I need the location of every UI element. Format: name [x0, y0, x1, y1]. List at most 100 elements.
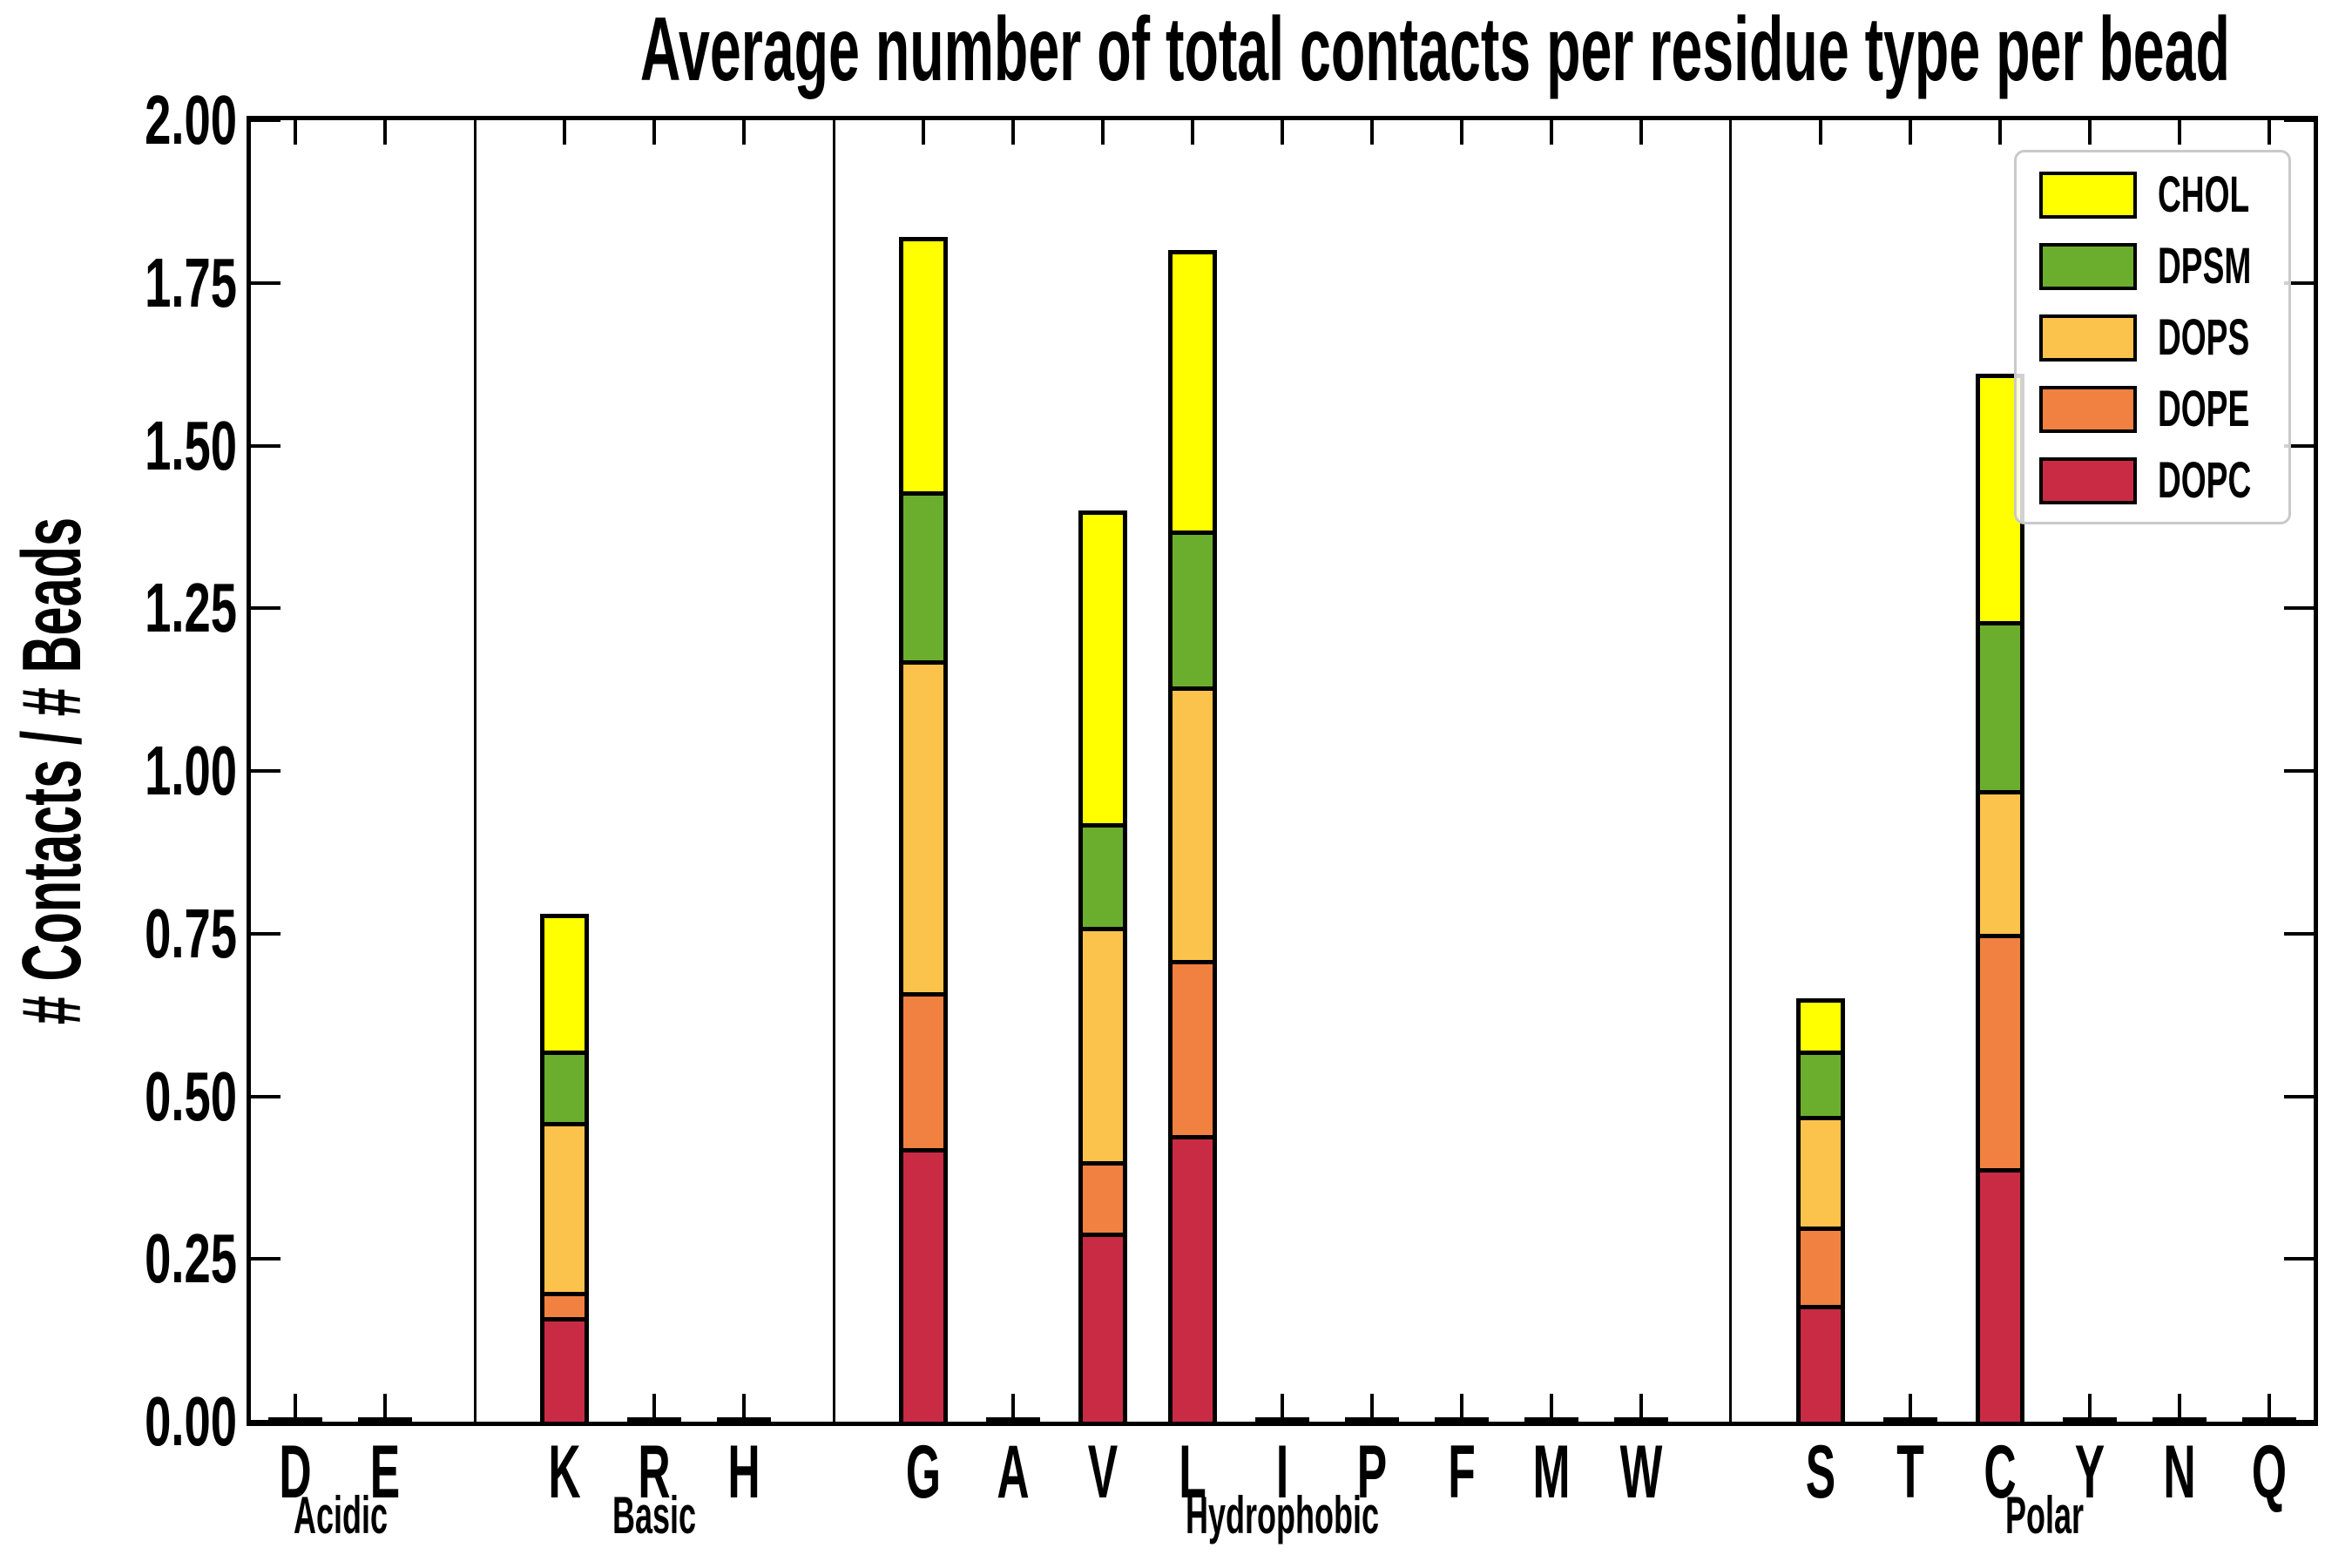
legend-label: DOPS: [2158, 309, 2250, 366]
bar-segment: [1795, 1226, 1845, 1305]
x-tick-label: C: [1984, 1430, 2017, 1514]
bar-segment: [1975, 621, 2024, 791]
bar-segment: [1168, 686, 1218, 960]
zero-bar: [1434, 1417, 1489, 1422]
legend: CHOL DPSM DOPS DOPE DOPC: [2014, 150, 2291, 524]
x-tick-mark: [2267, 120, 2271, 145]
y-tick-mark: [2284, 606, 2314, 611]
x-tick-mark: [1459, 120, 1463, 145]
zero-bar: [2152, 1417, 2207, 1422]
bar-segment: [540, 1122, 590, 1292]
y-tick-label: 1.00: [145, 732, 237, 809]
x-tick-mark: [294, 120, 298, 145]
y-tick-label: 0.25: [145, 1220, 237, 1298]
bar-segment: [1078, 1233, 1128, 1422]
x-tick-mark: [1639, 120, 1643, 145]
bar: [1078, 120, 1128, 1422]
bar-segment: [540, 914, 590, 1051]
bar: [1975, 120, 2024, 1422]
legend-label: DOPC: [2158, 452, 2252, 509]
zero-bar: [1524, 1417, 1578, 1422]
plot-area: CHOL DPSM DOPS DOPE DOPC: [247, 116, 2318, 1426]
x-tick-label: F: [1448, 1430, 1476, 1514]
legend-label: DOPE: [2158, 381, 2250, 437]
zero-bar: [717, 1417, 772, 1422]
y-tick-mark: [2284, 769, 2314, 773]
y-tick-mark: [251, 931, 280, 936]
bar-segment: [1795, 1051, 1845, 1116]
y-tick-mark: [251, 280, 280, 285]
x-tick-label: I: [1275, 1430, 1289, 1514]
zero-bar: [268, 1417, 323, 1422]
x-tick-mark: [1281, 120, 1284, 145]
x-tick-mark: [1549, 1394, 1553, 1422]
y-axis-label: # Contacts / # Beads: [5, 517, 98, 1025]
x-tick-label: P: [1356, 1430, 1388, 1514]
bar: [1168, 120, 1218, 1422]
x-tick-label: L: [1179, 1430, 1206, 1514]
y-tick-label: 1.50: [145, 406, 237, 484]
bar-segment: [1795, 1115, 1845, 1227]
zero-bar: [1882, 1417, 1937, 1422]
zero-bar: [1613, 1417, 1668, 1422]
group-label: Acidic: [293, 1486, 388, 1544]
x-tick-label: W: [1619, 1430, 1663, 1514]
bar-segment: [1975, 1167, 2024, 1422]
legend-swatch: [2039, 314, 2137, 362]
y-tick-mark: [2284, 1094, 2314, 1098]
x-tick-label: V: [1087, 1430, 1119, 1514]
zero-bar: [986, 1417, 1041, 1422]
x-tick-mark: [652, 120, 657, 145]
legend-label: CHOL: [2158, 166, 2250, 223]
x-tick-mark: [294, 1394, 298, 1422]
x-tick-mark: [2177, 120, 2181, 145]
x-tick-mark: [742, 120, 747, 145]
group-divider: [1729, 120, 1733, 1422]
y-tick-mark: [2284, 931, 2314, 936]
y-tick-label: 1.25: [145, 569, 237, 647]
y-tick-mark: [251, 443, 280, 448]
bar-segment: [1078, 1161, 1128, 1233]
y-tick-mark: [2284, 1420, 2314, 1423]
bar-segment: [1168, 959, 1218, 1136]
x-tick-label: R: [638, 1430, 671, 1514]
bar-segment: [899, 237, 949, 491]
x-tick-mark: [1908, 120, 1912, 145]
x-tick-mark: [1818, 120, 1822, 145]
x-tick-mark: [742, 1394, 747, 1422]
x-tick-mark: [2087, 1394, 2092, 1422]
group-label: Polar: [2005, 1486, 2085, 1544]
bar-segment: [1078, 510, 1128, 823]
bar-segment: [899, 992, 949, 1149]
group-label: Basic: [612, 1486, 697, 1544]
x-tick-label: G: [906, 1430, 942, 1514]
x-tick-label: M: [1532, 1430, 1571, 1514]
y-tick-mark: [251, 606, 280, 611]
x-tick-mark: [1281, 1394, 1284, 1422]
bar: [899, 120, 949, 1422]
bar-segment: [540, 1317, 590, 1422]
x-tick-mark: [1369, 1394, 1374, 1422]
x-tick-mark: [1191, 120, 1195, 145]
x-tick-label: S: [1805, 1430, 1835, 1514]
zero-bar: [1255, 1417, 1309, 1422]
legend-swatch: [2039, 243, 2137, 290]
y-tick-label: 2.00: [145, 81, 237, 159]
bar-segment: [899, 660, 949, 992]
bar-segment: [540, 1291, 590, 1318]
x-tick-mark: [1459, 1394, 1463, 1422]
x-tick-label: N: [2162, 1430, 2196, 1514]
y-tick-mark: [2284, 1257, 2314, 1261]
bar-segment: [540, 1051, 590, 1123]
zero-bar: [1344, 1417, 1399, 1422]
bar-segment: [899, 1148, 949, 1422]
bar-segment: [1078, 927, 1128, 1162]
y-tick-mark: [251, 118, 280, 122]
y-tick-mark: [251, 1094, 280, 1098]
y-tick-label: 1.75: [145, 243, 237, 321]
y-tick-label: 0.50: [145, 1057, 237, 1135]
x-tick-mark: [1908, 1394, 1912, 1422]
bar-segment: [1168, 250, 1218, 531]
bar-segment: [1168, 530, 1218, 686]
